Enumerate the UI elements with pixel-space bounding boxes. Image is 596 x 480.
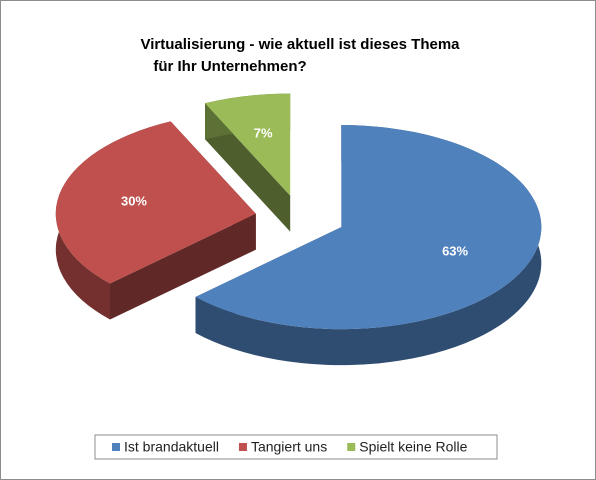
legend-box: [94, 434, 498, 460]
slice-wall: [195, 125, 542, 366]
legend-label: Tangiert uns: [251, 439, 327, 455]
chart-title: für Ihr Unternehmen?: [153, 58, 306, 75]
slice: [205, 93, 291, 196]
legend-swatch: [238, 443, 247, 451]
legend-swatch: [347, 443, 356, 451]
legend-label: Spielt keine Rolle: [359, 439, 467, 455]
pie: 7% 30% 63%: [55, 93, 542, 366]
data-label: 63%: [442, 244, 468, 259]
slice-side: [205, 103, 291, 232]
data-label: 7%: [254, 125, 273, 140]
slice-side: [110, 213, 256, 320]
slice: [195, 125, 542, 330]
legend: Ist brandaktuell Tangiert uns Spielt keine…: [112, 439, 468, 455]
data-label: 30%: [121, 193, 147, 208]
slice: [55, 121, 256, 284]
legend-swatch: [112, 443, 120, 451]
legend-label: Ist brandaktuell: [124, 439, 219, 455]
chart-title: Virtualisierung - wie aktuell ist dieses…: [141, 36, 461, 53]
